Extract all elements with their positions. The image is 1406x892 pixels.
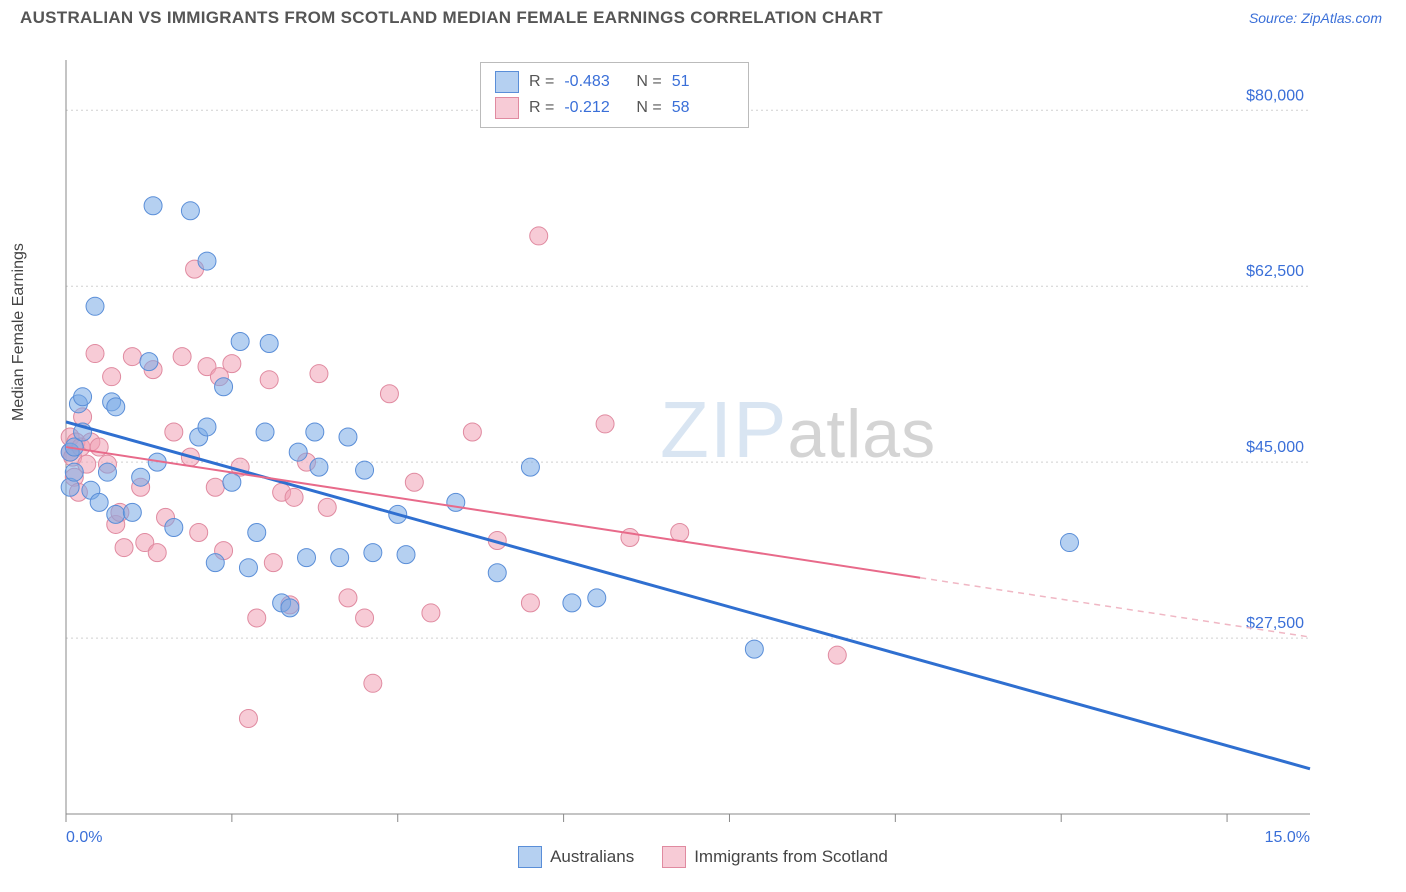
- swatch-blue-icon: [495, 71, 519, 93]
- svg-text:$80,000: $80,000: [1246, 87, 1304, 104]
- stats-row-blue: R = -0.483 N = 51: [495, 69, 734, 95]
- source-label: Source: ZipAtlas.com: [1249, 10, 1382, 26]
- n-label: N =: [636, 99, 661, 117]
- svg-text:$27,500: $27,500: [1246, 615, 1304, 632]
- chart-title: AUSTRALIAN VS IMMIGRANTS FROM SCOTLAND M…: [20, 8, 883, 27]
- bottom-legend: Australians Immigrants from Scotland: [20, 846, 1386, 868]
- r-label: R =: [529, 99, 554, 117]
- svg-text:$62,500: $62,500: [1246, 263, 1304, 280]
- r-value: -0.483: [564, 73, 626, 91]
- legend-label: Australians: [550, 847, 634, 867]
- stats-row-pink: R = -0.212 N = 58: [495, 95, 734, 121]
- n-label: N =: [636, 73, 661, 91]
- stats-box: R = -0.483 N = 51 R = -0.212 N = 58: [480, 62, 749, 128]
- r-value: -0.212: [564, 99, 626, 117]
- svg-text:0.0%: 0.0%: [66, 829, 102, 844]
- legend-item-scotland: Immigrants from Scotland: [662, 846, 888, 868]
- legend-item-australians: Australians: [518, 846, 634, 868]
- r-label: R =: [529, 73, 554, 91]
- svg-text:$45,000: $45,000: [1246, 439, 1304, 456]
- y-axis-label: Median Female Earnings: [10, 243, 28, 421]
- swatch-blue-icon: [518, 846, 542, 868]
- n-value: 58: [672, 99, 734, 117]
- scatter-plot: $27,500 $45,000 $62,500 $80,000 0.0% 15.0%: [20, 54, 1386, 844]
- chart-container: Median Female Earnings ZIPatlas R = -0.4…: [20, 54, 1386, 868]
- swatch-pink-icon: [662, 846, 686, 868]
- legend-label: Immigrants from Scotland: [694, 847, 888, 867]
- swatch-pink-icon: [495, 97, 519, 119]
- svg-text:15.0%: 15.0%: [1265, 829, 1310, 844]
- n-value: 51: [672, 73, 734, 91]
